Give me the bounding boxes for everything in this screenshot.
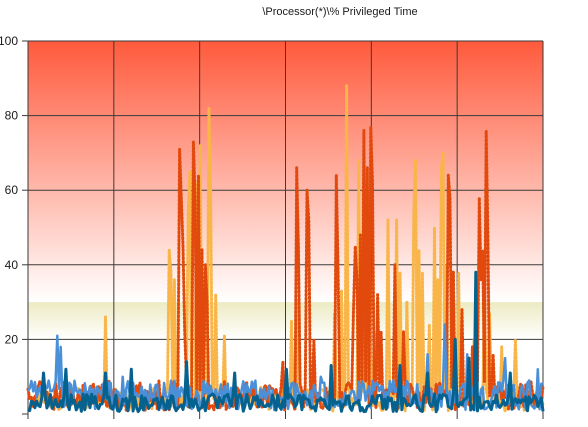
y-tick-label: 20 — [5, 332, 19, 346]
axes: 20 40 60 80 100 — [0, 34, 28, 415]
y-tick-label: 100 — [0, 34, 18, 48]
y-tick-label: 40 — [5, 258, 19, 272]
y-tick-label: 80 — [5, 109, 19, 123]
y-tick-label: 60 — [5, 183, 19, 197]
series-line-4 — [27, 270, 545, 414]
series-layer — [26, 84, 545, 414]
chart-title: \Processor(*)\% Privileged Time — [262, 6, 417, 18]
